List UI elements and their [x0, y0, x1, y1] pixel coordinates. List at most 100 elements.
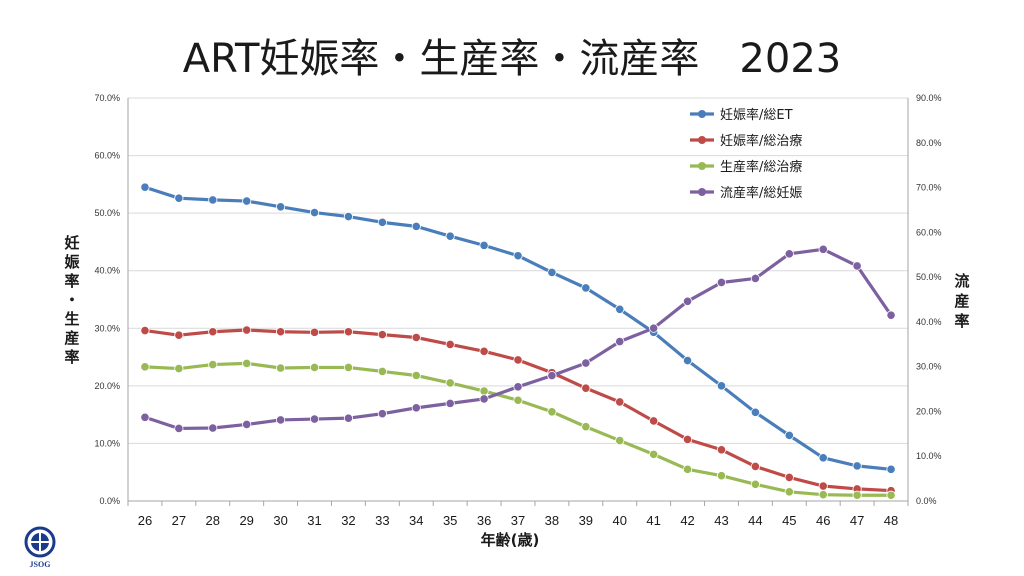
data-point [276, 327, 286, 337]
data-point [784, 249, 794, 259]
axis-title-char: 娠 [64, 253, 80, 271]
legend-label: 生産率/総治療 [720, 159, 802, 175]
axes: 0.0% 10.0% 20.0% 30.0% 40.0% 50.0% 60.0% 70.0% 0… [94, 93, 941, 528]
x-tick-label: 30 [273, 513, 287, 528]
data-point [479, 386, 489, 396]
x-tick-label: 26 [138, 513, 152, 528]
data-point [140, 412, 150, 422]
legend-label: 流産率/総妊娠 [720, 185, 802, 201]
data-point [784, 487, 794, 497]
y-left-tick-label: 30.0% [94, 323, 120, 333]
data-point [852, 461, 862, 471]
x-tick-label: 42 [680, 513, 694, 528]
data-point [581, 422, 591, 432]
x-tick-label: 48 [884, 513, 898, 528]
data-point [716, 471, 727, 481]
data-point [276, 202, 286, 212]
data-point [377, 330, 387, 340]
y-right-tick-label: 70.0% [916, 183, 942, 193]
legend-swatch-marker [698, 188, 706, 196]
data-point [445, 231, 455, 241]
legend-item: 妊娠率/総治療 [690, 133, 802, 149]
x-tick-label: 27 [172, 513, 186, 528]
data-point [411, 221, 421, 231]
x-tick-label: 34 [409, 513, 423, 528]
data-point [649, 416, 659, 426]
series-line [144, 328, 892, 493]
y-left-tick-label: 40.0% [94, 266, 120, 276]
legend-item: 流産率/総妊娠 [690, 185, 802, 201]
data-point [445, 398, 455, 408]
data-point [174, 193, 184, 203]
x-tick-label: 46 [816, 513, 830, 528]
y-right-tick-label: 0.0% [916, 496, 937, 506]
data-point [615, 304, 625, 314]
y-left-tick-label: 70.0% [94, 93, 120, 103]
data-point [852, 261, 862, 271]
x-tick-label: 35 [443, 513, 457, 528]
data-point [309, 207, 320, 218]
data-point [513, 251, 523, 261]
y-axis-right-title: 流産率 [954, 272, 969, 330]
data-point [140, 362, 150, 372]
data-point [242, 325, 252, 335]
data-point [445, 378, 455, 388]
x-tick-label: 31 [307, 513, 321, 528]
data-point [174, 363, 184, 374]
x-tick-label: 44 [748, 513, 762, 528]
logo-text: JSOG [30, 560, 51, 569]
data-point [784, 430, 794, 440]
data-point [343, 362, 354, 373]
data-point [750, 407, 760, 417]
data-point [818, 244, 828, 254]
legend-item: 生産率/総治療 [690, 159, 802, 175]
axis-title-char: 率 [64, 272, 79, 290]
y-right-tick-label: 50.0% [916, 272, 942, 282]
data-point [886, 490, 896, 500]
data-point [309, 414, 320, 424]
data-point [343, 211, 354, 222]
x-tick-label: 40 [613, 513, 627, 528]
data-point [547, 407, 557, 417]
x-tick-label: 38 [545, 513, 559, 528]
axis-title-char: 流 [954, 272, 969, 290]
legend-swatch-marker [698, 136, 706, 144]
series-2 [140, 325, 896, 496]
data-point [411, 370, 421, 381]
data-point [513, 382, 523, 392]
y-right-tick-label: 40.0% [916, 317, 942, 327]
data-point [615, 336, 625, 347]
data-point [716, 277, 727, 288]
data-point [750, 273, 760, 284]
x-tick-label: 45 [782, 513, 796, 528]
x-tick-label: 39 [579, 513, 593, 528]
x-tick-label: 47 [850, 513, 864, 528]
data-point [479, 346, 489, 356]
data-point [242, 358, 252, 369]
series-4 [140, 244, 896, 434]
x-tick-label: 29 [239, 513, 253, 528]
data-point [208, 195, 218, 205]
data-point [140, 182, 150, 192]
data-point [411, 403, 421, 413]
x-tick-label: 37 [511, 513, 525, 528]
data-point [208, 359, 218, 370]
axis-title-char: 妊 [64, 234, 79, 252]
y-right-tick-label: 80.0% [916, 138, 942, 148]
data-point [377, 366, 387, 377]
x-tick-label: 32 [341, 513, 355, 528]
grid-lines [128, 97, 908, 502]
logo-emblem-cross-icon [31, 533, 49, 551]
data-point [276, 363, 286, 373]
data-point [682, 296, 693, 306]
x-tick-label: 36 [477, 513, 491, 528]
data-point [174, 330, 184, 340]
chart-title: ART妊娠率・生産率・流産率 2023 [183, 36, 841, 82]
data-point [208, 327, 218, 337]
y-left-tick-label: 60.0% [94, 151, 120, 161]
data-point [479, 394, 489, 404]
x-tick-label: 33 [375, 513, 389, 528]
data-point [242, 419, 252, 430]
data-point [581, 283, 591, 293]
